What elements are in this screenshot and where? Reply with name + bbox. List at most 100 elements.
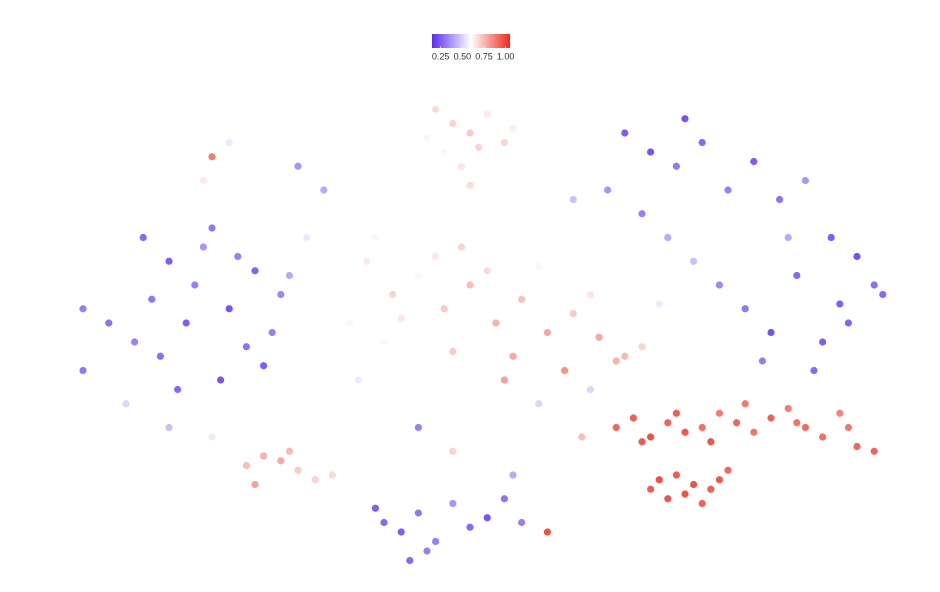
point xyxy=(526,243,534,251)
point xyxy=(371,504,379,512)
point xyxy=(440,148,448,156)
point xyxy=(449,119,457,128)
point xyxy=(122,400,130,408)
colorbar xyxy=(432,34,510,48)
point xyxy=(414,271,422,280)
point xyxy=(354,376,362,384)
colorbar-tick-label: 1.00 xyxy=(497,51,515,61)
point xyxy=(664,419,672,427)
point xyxy=(715,476,724,484)
point xyxy=(285,271,293,280)
point xyxy=(698,138,706,147)
point xyxy=(638,210,646,218)
point xyxy=(397,528,405,536)
point xyxy=(466,129,474,137)
point xyxy=(784,233,792,242)
point xyxy=(819,433,827,441)
point xyxy=(595,333,603,341)
point xyxy=(225,138,233,147)
point xyxy=(432,105,440,113)
point xyxy=(767,328,775,337)
point xyxy=(217,376,225,384)
point xyxy=(191,281,199,289)
point xyxy=(148,295,156,303)
point xyxy=(767,414,775,422)
point xyxy=(483,110,491,118)
point xyxy=(870,281,878,289)
point xyxy=(182,319,190,327)
point xyxy=(776,195,784,204)
point xyxy=(543,528,552,536)
point xyxy=(466,523,474,531)
point xyxy=(879,290,887,299)
point xyxy=(105,319,113,327)
point xyxy=(724,186,732,194)
point xyxy=(234,252,242,261)
point xyxy=(414,423,422,432)
point xyxy=(174,385,182,394)
point xyxy=(647,485,655,493)
colorbar-tick-label: 0.50 xyxy=(454,51,472,61)
point xyxy=(561,366,569,375)
point xyxy=(509,124,517,132)
point xyxy=(414,509,422,517)
point xyxy=(449,347,457,356)
point xyxy=(672,409,681,417)
point xyxy=(827,233,835,242)
point xyxy=(836,300,844,308)
point xyxy=(647,148,655,156)
point xyxy=(621,352,629,360)
point xyxy=(870,447,878,455)
point xyxy=(853,252,861,261)
point xyxy=(285,447,293,455)
point xyxy=(690,257,698,265)
point xyxy=(432,252,440,261)
point xyxy=(423,134,431,142)
point xyxy=(475,143,483,151)
point xyxy=(260,452,268,460)
point xyxy=(466,281,474,289)
point xyxy=(483,514,491,522)
point xyxy=(715,281,724,289)
point xyxy=(844,423,853,432)
point xyxy=(371,233,379,242)
point xyxy=(509,471,517,479)
point xyxy=(638,438,646,446)
point xyxy=(543,328,552,337)
point xyxy=(758,357,767,365)
point xyxy=(741,400,749,408)
point xyxy=(251,480,259,489)
point xyxy=(303,233,311,242)
point xyxy=(844,319,853,327)
point xyxy=(277,457,285,465)
point xyxy=(784,404,792,413)
point xyxy=(793,271,801,280)
point xyxy=(380,338,388,346)
colorbar-tick-label: 0.75 xyxy=(475,51,493,61)
point xyxy=(698,423,706,432)
point xyxy=(251,267,259,275)
point xyxy=(328,471,336,479)
point xyxy=(483,267,491,275)
point xyxy=(681,490,689,498)
point xyxy=(199,176,207,185)
point xyxy=(535,262,543,270)
point xyxy=(208,153,216,161)
point xyxy=(131,338,139,346)
point xyxy=(208,224,216,232)
point xyxy=(604,186,612,194)
point xyxy=(535,400,543,408)
point xyxy=(242,461,250,470)
point xyxy=(423,547,431,555)
point xyxy=(380,518,388,527)
point xyxy=(242,343,250,351)
point xyxy=(337,281,345,289)
point xyxy=(612,357,620,365)
point xyxy=(389,290,397,299)
point xyxy=(337,423,345,432)
point xyxy=(509,352,517,360)
point xyxy=(518,295,526,303)
point xyxy=(500,376,508,384)
point xyxy=(311,476,319,484)
